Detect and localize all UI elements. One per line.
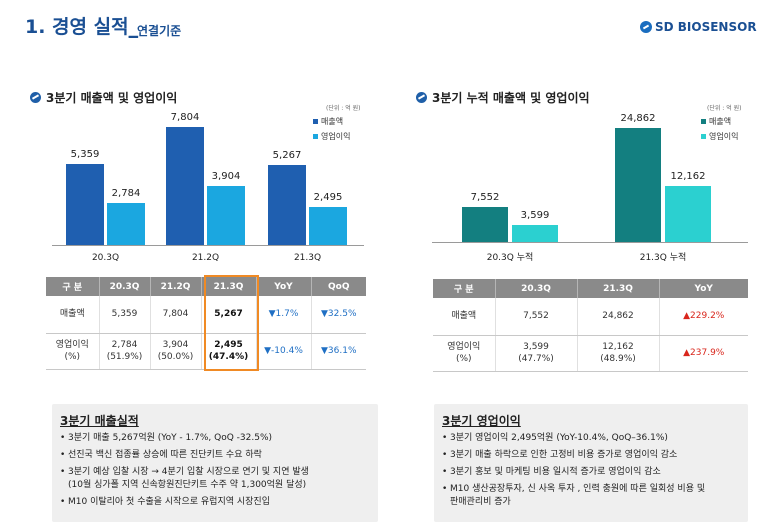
data-label: 12,162 bbox=[670, 171, 706, 182]
left-legend-sales: 매출액 bbox=[313, 116, 343, 127]
legend-swatch-icon bbox=[313, 119, 318, 124]
bar-sales-0 bbox=[462, 207, 508, 242]
table-cell: 5,359 bbox=[99, 296, 151, 334]
table-header: 20.3Q bbox=[495, 279, 578, 298]
right-summary-list: 3분기 영업이익 2,495억원 (YoY-10.4%, QoQ–36.1%) … bbox=[442, 432, 705, 513]
list-item: 3분기 매출 5,267억원 (YoY - 1.7%, QoQ -32.5%) bbox=[60, 432, 309, 445]
yoy-cell: ▼1.7% bbox=[256, 296, 312, 334]
row-label: 매출액 bbox=[46, 296, 100, 334]
table-cell: 7,552 bbox=[495, 298, 578, 336]
category-label: 21.2Q bbox=[191, 253, 220, 263]
right-legend-op: 영업이익 bbox=[701, 131, 738, 142]
page-title: 1. 경영 실적_ bbox=[25, 16, 139, 38]
table-header: YoY bbox=[256, 277, 312, 296]
category-label: 21.3Q bbox=[293, 253, 322, 263]
page-subtitle: 연결기준 bbox=[137, 24, 182, 38]
brand-logo-icon bbox=[640, 21, 652, 33]
bar-op-2 bbox=[309, 207, 347, 245]
data-label: 3,904 bbox=[211, 171, 241, 182]
category-label: 20.3Q bbox=[91, 253, 120, 263]
data-label: 2,784 bbox=[111, 188, 141, 199]
table-row: 매출액 7,552 24,862 ▲229.2% bbox=[433, 298, 748, 336]
data-label: 2,495 bbox=[313, 192, 343, 203]
table-cell: 2,495 (47.4%) bbox=[201, 333, 257, 370]
legend-swatch-icon bbox=[313, 134, 318, 139]
section-bullet-icon bbox=[416, 92, 427, 103]
category-label: 20.3Q 누적 bbox=[486, 253, 534, 263]
table-cell: 3,904 (50.0%) bbox=[150, 333, 202, 370]
row-label: 영업이익 (%) bbox=[433, 335, 496, 372]
left-summary-title: 3분기 매출실적 bbox=[60, 414, 139, 428]
right-summary-title: 3분기 영업이익 bbox=[442, 414, 521, 428]
brand-name: SD BIOSENSOR bbox=[655, 20, 757, 34]
right-summary-box: 3분기 영업이익 3분기 영업이익 2,495억원 (YoY-10.4%, Qo… bbox=[434, 404, 748, 522]
table-row: 매출액 5,359 7,804 5,267 ▼1.7% ▼32.5% bbox=[46, 296, 366, 334]
x-axis-line bbox=[432, 242, 748, 243]
table-cell: 24,862 bbox=[577, 298, 660, 336]
x-axis-line bbox=[52, 245, 364, 246]
legend-swatch-icon bbox=[701, 119, 706, 124]
table-header: 21.2Q bbox=[150, 277, 202, 296]
left-results-table: 구 분 20.3Q 21.2Q 21.3Q YoY QoQ 매출액 5,359 … bbox=[46, 277, 366, 370]
data-label: 3,599 bbox=[520, 210, 550, 221]
qoq-cell: ▼32.5% bbox=[311, 296, 366, 334]
row-label: 매출액 bbox=[433, 298, 496, 336]
right-legend-sales: 매출액 bbox=[701, 116, 731, 127]
yoy-cell: ▼-10.4% bbox=[256, 333, 312, 370]
table-header: QoQ bbox=[311, 277, 366, 296]
table-header: 21.3Q bbox=[577, 279, 660, 298]
data-label: 5,359 bbox=[70, 149, 100, 160]
table-header: YoY bbox=[659, 279, 748, 298]
right-section-title: 3분기 누적 매출액 및 영업이익 bbox=[416, 89, 590, 106]
table-cell: 3,599 (47.7%) bbox=[495, 335, 578, 372]
bar-sales-1 bbox=[615, 128, 661, 242]
data-label: 24,862 bbox=[620, 113, 656, 124]
list-item: 3분기 홍보 및 마케팅 비용 일시적 증가로 영업이익 감소 bbox=[442, 466, 705, 479]
category-label: 21.3Q 누적 bbox=[639, 253, 687, 263]
list-item: 선진국 백신 접종률 상승에 따른 진단키트 수요 하락 bbox=[60, 449, 309, 462]
row-label: 영업이익 (%) bbox=[46, 333, 100, 370]
right-results-table: 구 분 20.3Q 21.3Q YoY 매출액 7,552 24,862 ▲22… bbox=[433, 279, 748, 372]
left-section-title: 3분기 매출액 및 영업이익 bbox=[30, 89, 177, 106]
section-bullet-icon bbox=[30, 92, 41, 103]
highlight-box bbox=[204, 275, 259, 371]
legend-swatch-icon bbox=[701, 134, 706, 139]
table-header: 20.3Q bbox=[99, 277, 151, 296]
left-summary-box: 3분기 매출실적 3분기 매출 5,267억원 (YoY - 1.7%, QoQ… bbox=[52, 404, 378, 522]
bar-op-0 bbox=[107, 203, 145, 245]
list-item: M10 생산공장투자, 신 사옥 투자 , 인력 충원에 따른 일회성 비용 및… bbox=[442, 483, 705, 509]
table-header: 구 분 bbox=[433, 279, 496, 298]
bar-sales-1 bbox=[166, 127, 204, 245]
table-cell: 12,162 (48.9%) bbox=[577, 335, 660, 372]
list-item: 3분기 영업이익 2,495억원 (YoY-10.4%, QoQ–36.1%) bbox=[442, 432, 705, 445]
brand-logo: SD BIOSENSOR bbox=[640, 20, 757, 34]
left-unit-label: (단위 : 억 원) bbox=[326, 105, 361, 112]
table-header: 구 분 bbox=[46, 277, 100, 296]
list-item: 3분기 매출 하락으로 인한 고정비 비용 증가로 영업이익 감소 bbox=[442, 449, 705, 462]
list-item: M10 이탈리아 첫 수출을 시작으로 유럽지역 시장진입 bbox=[60, 496, 309, 509]
data-label: 7,804 bbox=[170, 112, 200, 123]
data-label: 5,267 bbox=[272, 150, 302, 161]
left-summary-list: 3분기 매출 5,267억원 (YoY - 1.7%, QoQ -32.5%) … bbox=[60, 432, 309, 513]
qoq-cell: ▼36.1% bbox=[311, 333, 366, 370]
table-cell: 7,804 bbox=[150, 296, 202, 334]
bar-sales-0 bbox=[66, 164, 104, 245]
table-header: 21.3Q bbox=[201, 277, 257, 296]
bar-sales-2 bbox=[268, 165, 306, 245]
left-legend-op: 영업이익 bbox=[313, 131, 350, 142]
data-label: 7,552 bbox=[470, 192, 500, 203]
bar-op-0 bbox=[512, 225, 558, 242]
yoy-cell: ▲229.2% bbox=[659, 298, 748, 336]
table-row: 영업이익 (%) 3,599 (47.7%) 12,162 (48.9%) ▲237.… bbox=[433, 335, 748, 372]
table-cell: 5,267 bbox=[201, 296, 257, 334]
table-row: 영업이익 (%) 2,784 (51.9%) 3,904 (50.0%) 2,495(… bbox=[46, 333, 366, 370]
bar-op-1 bbox=[665, 186, 711, 242]
table-cell: 2,784 (51.9%) bbox=[99, 333, 151, 370]
right-unit-label: (단위 : 억 원) bbox=[707, 105, 742, 112]
list-item: 3분기 예상 입찰 시장 → 4분기 입찰 시장으로 연기 및 지연 발생(10… bbox=[60, 466, 309, 492]
yoy-cell: ▲237.9% bbox=[659, 335, 748, 372]
bar-op-1 bbox=[207, 186, 245, 245]
